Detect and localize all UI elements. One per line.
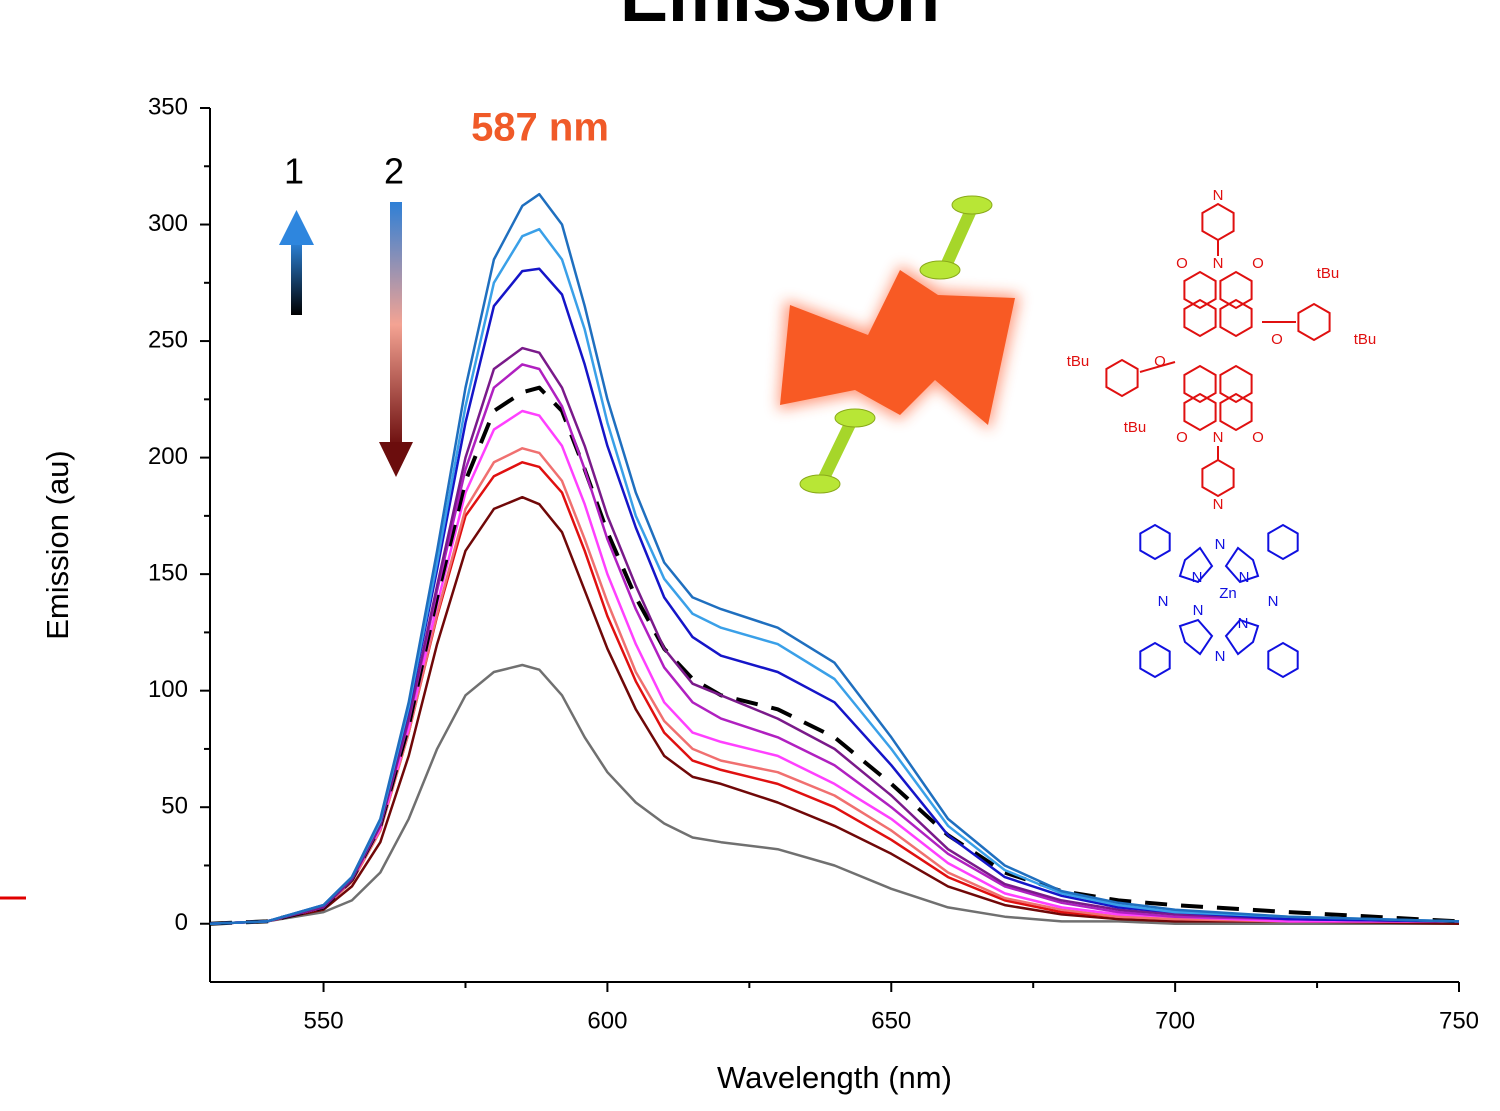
bond <box>1139 361 1176 373</box>
atom-label: N <box>1158 593 1169 610</box>
ring <box>1139 523 1171 561</box>
series-line <box>209 447 1459 925</box>
atom-label: N <box>1239 569 1250 586</box>
y-tick-label: 150 <box>148 559 188 586</box>
cartoon <box>778 195 1020 494</box>
ring <box>1219 392 1253 432</box>
ring <box>1183 392 1217 432</box>
ring <box>1224 546 1260 584</box>
ring <box>1105 358 1139 398</box>
ring <box>1201 202 1235 242</box>
ring <box>1219 364 1253 404</box>
ring <box>1219 270 1253 310</box>
atom-label: Zn <box>1219 585 1237 602</box>
atom-label: O <box>1176 255 1188 272</box>
series-line <box>209 495 1460 925</box>
y-tick-label: 0 <box>175 909 188 936</box>
x-tick-label: 650 <box>871 1007 911 1034</box>
ring <box>1183 364 1217 404</box>
atom-label: N <box>1215 536 1226 553</box>
x-tick-label: 600 <box>587 1007 627 1034</box>
arrow-2 <box>390 202 402 447</box>
ring <box>1201 458 1235 498</box>
atom-label: O <box>1176 429 1188 446</box>
pc-structure <box>1139 523 1299 679</box>
y-tick-label: 200 <box>148 443 188 470</box>
atom-label: O <box>1252 429 1264 446</box>
y-tick-label: 50 <box>161 793 188 820</box>
ring <box>1178 546 1214 584</box>
atom-label: N <box>1268 593 1279 610</box>
atom-label: N <box>1238 615 1249 632</box>
arrow-2-head <box>379 442 413 477</box>
atom-label: N <box>1193 602 1204 619</box>
annotation: 1 <box>284 151 304 192</box>
annotation: 2 <box>384 151 404 192</box>
ring <box>1183 298 1217 338</box>
x-tick-label: 550 <box>304 1007 344 1034</box>
atom-label: O <box>1271 331 1283 348</box>
x-tick-label: 700 <box>1155 1007 1195 1034</box>
atom-label: N <box>1215 648 1226 665</box>
ring <box>1267 523 1299 561</box>
arrow-1-head <box>279 210 314 245</box>
ring <box>1183 270 1217 310</box>
pdi-structure <box>1105 202 1331 498</box>
atom-label: O <box>1252 255 1264 272</box>
ring <box>1139 641 1171 679</box>
x-tick-label: 750 <box>1439 1007 1479 1034</box>
y-tick-label: 300 <box>148 210 188 237</box>
atom-label: N <box>1192 569 1203 586</box>
atom-label: N <box>1213 429 1224 446</box>
x-axis-label: Wavelength (nm) <box>717 1060 952 1095</box>
chart-title: Emission <box>620 0 940 37</box>
atom-label: N <box>1213 496 1224 513</box>
atom-label: tBu <box>1124 419 1147 436</box>
series-line <box>209 663 1459 925</box>
ring <box>1224 618 1260 656</box>
ring <box>1297 302 1331 342</box>
arrow-1 <box>291 240 302 315</box>
atom-label: O <box>1154 353 1166 370</box>
y-tick-label: 100 <box>148 676 188 703</box>
atom-label: tBu <box>1317 265 1340 282</box>
annotation: 587 nm <box>471 106 609 150</box>
ring <box>1178 618 1214 656</box>
atom-label: tBu <box>1354 331 1377 348</box>
series-line <box>209 346 1460 925</box>
ring <box>1219 298 1253 338</box>
series-line <box>209 192 1460 925</box>
y-axis-label: Emission (au) <box>40 450 75 640</box>
y-tick-label: 350 <box>148 93 188 120</box>
atom-label: N <box>1213 187 1224 204</box>
atom-label: N <box>1213 255 1224 272</box>
ring <box>1267 641 1299 679</box>
atom-label: tBu <box>1067 353 1090 370</box>
y-tick-label: 250 <box>148 326 188 353</box>
